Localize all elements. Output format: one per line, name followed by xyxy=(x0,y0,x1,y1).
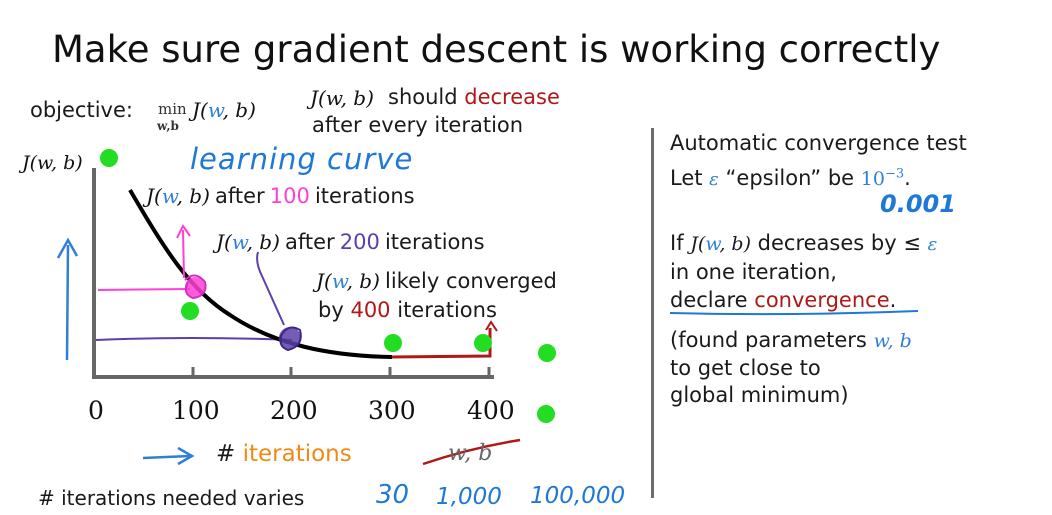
epsilon-value: 10−3 xyxy=(860,166,905,190)
should-note-line2: after every iteration xyxy=(312,113,524,137)
panel-divider xyxy=(651,128,654,498)
pink-arrow-shaft xyxy=(182,229,185,279)
purple-guide-line xyxy=(95,337,293,341)
objective-cost: J(w, b) xyxy=(192,98,256,122)
objective-min: min xyxy=(158,100,187,118)
objective-fn: J( xyxy=(192,98,208,122)
green-dot xyxy=(538,344,556,362)
objective-label: objective: xyxy=(30,98,133,122)
learning-curve-label: learning curve xyxy=(190,142,414,176)
red-arrow-head xyxy=(485,320,498,332)
annotation-converged-line2: by 400 iterations xyxy=(318,298,497,322)
y-axis-label: J(w, b) xyxy=(22,152,83,174)
green-dot xyxy=(181,302,199,320)
in-one-iteration-line: in one iteration, xyxy=(670,260,837,284)
blue-up-arrow-head xyxy=(56,237,79,259)
pink-guide-line xyxy=(97,288,191,291)
purple-pointer-line xyxy=(256,251,285,326)
pink-mark-100 xyxy=(185,277,205,297)
found-line-2: to get close to xyxy=(670,356,821,380)
blue-up-arrow-shaft xyxy=(65,244,70,361)
blue-right-arrow-shaft xyxy=(142,454,191,460)
iterations-value-1000: 1,000 xyxy=(436,484,502,510)
iterations-needed-label: # iterations needed varies xyxy=(38,486,305,510)
x-axis-word: iterations xyxy=(242,441,352,467)
convergence-word: convergence xyxy=(754,288,890,312)
x-tick-label: 300 xyxy=(368,396,416,425)
slide-title: Make sure gradient descent is working co… xyxy=(52,28,941,71)
decrease-word: decrease xyxy=(464,85,560,109)
count-100: 100 xyxy=(269,184,310,208)
epsilon-symbol: ε xyxy=(709,169,719,190)
x-axis-label: # iterations xyxy=(216,441,352,467)
found-line-3: global minimum) xyxy=(670,383,849,407)
blue-underline xyxy=(669,310,919,316)
found-params-line: (found parameters w, b xyxy=(670,328,912,352)
if-decreases-line: If J(w, b) decreases by ≤ ε xyxy=(670,231,938,255)
should-word: should xyxy=(388,85,458,109)
objective-w: w xyxy=(207,98,223,122)
iterations-value-100000: 100,000 xyxy=(530,483,626,509)
pink-arrow-head xyxy=(176,224,191,239)
epsilon-line: Let ε “epsilon” be 10−3. xyxy=(670,166,911,190)
should-cost-expr: J(w, b) xyxy=(310,86,374,110)
count-400: 400 xyxy=(350,298,391,322)
should-note-line1: should decrease xyxy=(388,85,560,109)
green-dot xyxy=(100,149,118,167)
cost-curve xyxy=(128,188,393,359)
blue-right-arrow-head xyxy=(177,446,195,466)
x-tick-label: 400 xyxy=(467,396,515,425)
annotation-converged-line1: J(w, b) likely converged xyxy=(316,269,557,293)
annotation-after-100: J(w, b) after 100 iterations xyxy=(146,184,415,208)
crossed-out-params: w, b xyxy=(448,441,493,466)
pink-scribble xyxy=(184,274,207,300)
count-200: 200 xyxy=(339,230,380,254)
purple-scribble xyxy=(278,326,302,352)
green-dot xyxy=(384,334,402,352)
iterations-value-30: 30 xyxy=(376,480,410,510)
objective-rest: , b) xyxy=(222,98,256,122)
green-dot xyxy=(474,334,492,352)
epsilon-decimal: 0.001 xyxy=(880,190,956,218)
purple-mark-200 xyxy=(279,327,301,349)
convergence-test-title: Automatic convergence test xyxy=(670,131,967,155)
found-params: w, b xyxy=(873,330,912,352)
red-strike-line xyxy=(422,438,521,466)
objective-subscript: w,b xyxy=(157,119,179,133)
x-tick-label: 200 xyxy=(270,396,318,425)
x-tick-label: 0 xyxy=(88,396,104,425)
green-dot xyxy=(537,405,555,423)
declare-convergence-line: declare convergence. xyxy=(670,288,897,312)
red-converged-line xyxy=(389,328,492,359)
x-tick-label: 100 xyxy=(172,396,220,425)
annotation-after-200: J(w, b) after 200 iterations xyxy=(216,230,485,254)
